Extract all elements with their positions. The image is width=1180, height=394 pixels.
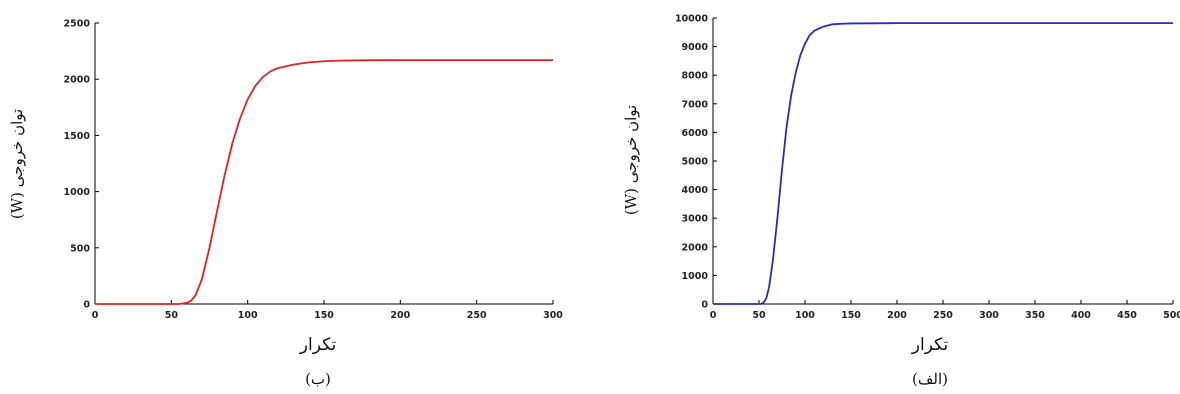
x-tick-label: 150 [841,310,861,321]
chart-b: 0 50 100 150 200 250 300 0 500 1000 1500 2000 2500 تک… [8,19,563,389]
x-tick-label: 300 [543,310,563,321]
y-axis-label: توان خروجی (W) [8,109,26,219]
y-tick-label: 1500 [64,131,91,142]
y-tick-label: 3000 [682,214,709,225]
x-tick-label: 100 [238,310,258,321]
x-tick-label: 50 [165,310,179,321]
x-tick-label: 200 [390,310,410,321]
y-tick-label: 4000 [682,185,709,196]
x-tick-label: 200 [887,310,907,321]
x-axis-label: تکرار [911,335,949,355]
y-tick-label: 0 [701,300,708,311]
x-tick-label: 400 [1071,310,1091,321]
x-tick-label: 0 [92,310,99,321]
y-tick-label: 500 [70,243,90,254]
y-tick-label: 9000 [682,42,709,53]
y-tick-label: 1000 [682,271,709,282]
y-tick-label: 0 [83,300,90,311]
figure-caption: (الف) [912,370,948,388]
series-line [713,22,1173,305]
y-tick-label: 8000 [682,71,709,82]
y-tick-label: 5000 [682,157,709,168]
x-tick-label: 300 [979,310,999,321]
y-tick-label: 6000 [682,128,709,139]
x-tick-label: 50 [752,310,766,321]
x-tick-label: 100 [795,310,815,321]
x-axis-label: تکرار [299,335,337,355]
y-tick-label: 1000 [64,187,91,198]
x-tick-label: 350 [1025,310,1045,321]
x-tick-label: 250 [467,310,487,321]
y-tick-label: 2000 [64,75,91,86]
x-tick-label: 500 [1163,310,1180,321]
y-tick-label: 10000 [675,14,708,25]
chart-alef: 0 50 100 150 200 250 300 350 400 450 5000100020003… [622,14,1180,389]
x-tick-label: 450 [1117,310,1137,321]
y-tick-label: 7000 [682,99,709,110]
series-line [95,59,553,305]
x-tick-label: 0 [710,310,717,321]
y-tick-label: 2000 [682,242,709,253]
y-axis-label: توان خروجی (W) [622,105,640,215]
x-tick-label: 150 [314,310,334,321]
x-tick-label: 250 [933,310,953,321]
figure-caption: (ب) [305,370,331,388]
y-tick-label: 2500 [64,19,91,30]
